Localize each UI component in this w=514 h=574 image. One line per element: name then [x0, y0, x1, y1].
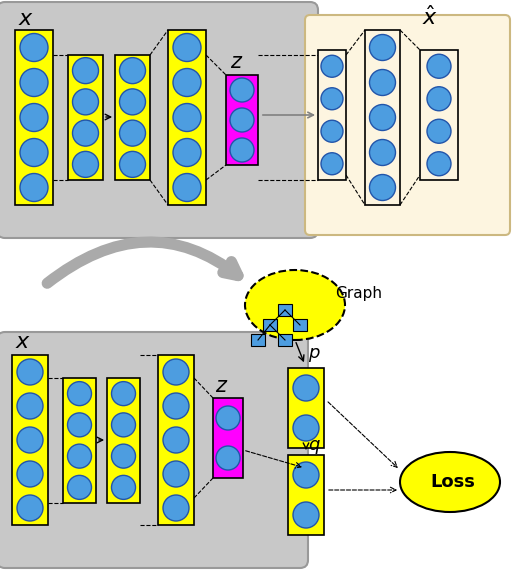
- Circle shape: [163, 427, 189, 453]
- FancyBboxPatch shape: [213, 398, 243, 478]
- Circle shape: [72, 152, 99, 177]
- Circle shape: [370, 139, 395, 165]
- Circle shape: [230, 138, 254, 162]
- Circle shape: [119, 152, 145, 177]
- FancyBboxPatch shape: [288, 455, 324, 535]
- FancyBboxPatch shape: [226, 75, 258, 165]
- Circle shape: [72, 120, 99, 146]
- Circle shape: [163, 359, 189, 385]
- Text: $z$: $z$: [215, 376, 228, 396]
- Circle shape: [173, 103, 201, 131]
- Circle shape: [293, 462, 319, 488]
- Circle shape: [20, 103, 48, 131]
- FancyArrowPatch shape: [47, 242, 238, 284]
- Circle shape: [173, 68, 201, 96]
- Circle shape: [293, 502, 319, 528]
- Circle shape: [163, 495, 189, 521]
- Circle shape: [112, 475, 136, 499]
- FancyBboxPatch shape: [68, 55, 103, 180]
- FancyBboxPatch shape: [63, 378, 96, 503]
- Circle shape: [112, 382, 136, 406]
- Circle shape: [119, 57, 145, 84]
- FancyBboxPatch shape: [15, 30, 53, 205]
- Text: $q$: $q$: [308, 438, 321, 456]
- Text: $p$: $p$: [308, 346, 321, 364]
- Circle shape: [72, 57, 99, 84]
- Circle shape: [321, 88, 343, 110]
- Circle shape: [230, 108, 254, 132]
- FancyBboxPatch shape: [115, 55, 150, 180]
- FancyBboxPatch shape: [251, 334, 265, 346]
- Circle shape: [17, 359, 43, 385]
- Circle shape: [370, 104, 395, 130]
- Circle shape: [293, 375, 319, 401]
- Circle shape: [20, 138, 48, 166]
- Circle shape: [20, 33, 48, 61]
- Text: $\hat{x}$: $\hat{x}$: [422, 6, 438, 30]
- FancyBboxPatch shape: [263, 319, 277, 331]
- FancyBboxPatch shape: [365, 30, 400, 205]
- FancyBboxPatch shape: [0, 332, 308, 568]
- FancyBboxPatch shape: [107, 378, 140, 503]
- Circle shape: [67, 413, 91, 437]
- Circle shape: [119, 89, 145, 115]
- Circle shape: [427, 87, 451, 111]
- FancyBboxPatch shape: [12, 355, 48, 525]
- Circle shape: [119, 120, 145, 146]
- Circle shape: [173, 138, 201, 166]
- FancyBboxPatch shape: [168, 30, 206, 205]
- Circle shape: [163, 461, 189, 487]
- Circle shape: [17, 495, 43, 521]
- Text: Loss: Loss: [430, 473, 475, 491]
- FancyBboxPatch shape: [318, 50, 346, 180]
- Text: $z$: $z$: [230, 52, 244, 72]
- Circle shape: [427, 119, 451, 144]
- FancyBboxPatch shape: [305, 15, 510, 235]
- FancyBboxPatch shape: [0, 2, 318, 238]
- Circle shape: [20, 173, 48, 201]
- Circle shape: [17, 461, 43, 487]
- Text: Graph: Graph: [335, 286, 382, 301]
- Circle shape: [216, 406, 240, 430]
- FancyBboxPatch shape: [158, 355, 194, 525]
- Circle shape: [67, 444, 91, 468]
- Text: $x$: $x$: [18, 8, 34, 30]
- Circle shape: [163, 393, 189, 419]
- FancyBboxPatch shape: [278, 334, 292, 346]
- Circle shape: [112, 413, 136, 437]
- Circle shape: [321, 153, 343, 174]
- Circle shape: [173, 33, 201, 61]
- Circle shape: [427, 152, 451, 176]
- Ellipse shape: [400, 452, 500, 512]
- Circle shape: [17, 427, 43, 453]
- Circle shape: [230, 78, 254, 102]
- Circle shape: [20, 68, 48, 96]
- Text: $x$: $x$: [15, 331, 31, 353]
- Circle shape: [370, 34, 395, 60]
- FancyBboxPatch shape: [420, 50, 458, 180]
- FancyBboxPatch shape: [288, 368, 324, 448]
- FancyBboxPatch shape: [293, 319, 307, 331]
- Circle shape: [216, 446, 240, 470]
- Circle shape: [321, 55, 343, 77]
- Circle shape: [370, 69, 395, 95]
- Circle shape: [427, 55, 451, 78]
- Circle shape: [321, 120, 343, 142]
- Circle shape: [173, 173, 201, 201]
- Circle shape: [370, 174, 395, 200]
- Circle shape: [72, 89, 99, 115]
- Circle shape: [67, 475, 91, 499]
- Ellipse shape: [245, 270, 345, 340]
- FancyBboxPatch shape: [278, 304, 292, 316]
- Circle shape: [112, 444, 136, 468]
- Circle shape: [67, 382, 91, 406]
- Circle shape: [293, 415, 319, 441]
- Circle shape: [17, 393, 43, 419]
